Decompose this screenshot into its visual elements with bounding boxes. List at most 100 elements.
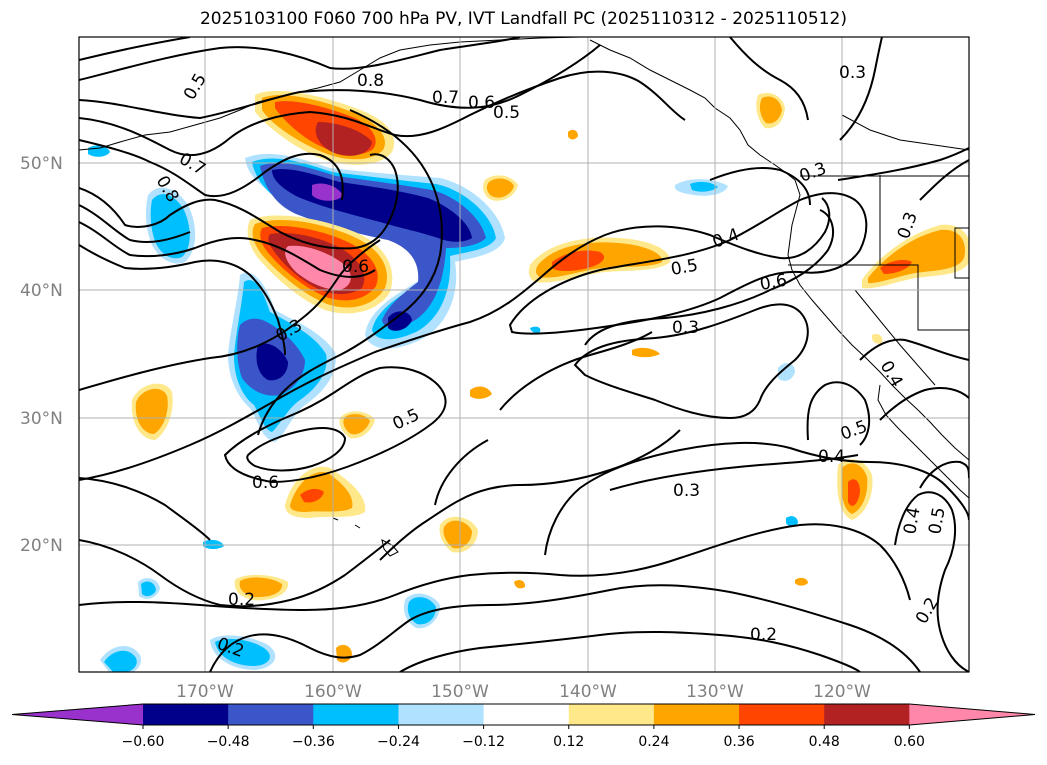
pv-positive-region	[514, 579, 526, 589]
contour-line	[573, 303, 809, 420]
contour-line	[79, 239, 381, 391]
colorbar-segment	[739, 704, 825, 725]
pv-negative-region	[256, 343, 288, 381]
baja-coastline	[877, 384, 969, 499]
contour-line	[434, 439, 489, 506]
colorbar-segment	[228, 704, 314, 725]
map-frame	[78, 36, 970, 673]
lon-label: 150°W	[431, 682, 489, 702]
pv-negative-region	[312, 183, 343, 201]
contour-label: 0.2	[228, 590, 255, 610]
contour-line	[709, 167, 811, 206]
colorbar-tick-label: 0.60	[894, 734, 925, 750]
contour-line	[79, 539, 391, 608]
contour-label: 0.5	[493, 103, 520, 123]
lon-label: 140°W	[559, 682, 617, 702]
contour-line	[729, 37, 809, 121]
contour-line	[499, 331, 653, 411]
colorbar-tick-label: 0.12	[553, 734, 584, 750]
colorbar-tick-label: 0.48	[809, 734, 840, 750]
map-content: 0.5 0.8 0.7 0.6 0.5 0.3 0.7 0.8 0.6 0.3 …	[79, 37, 969, 672]
pv-negative-region	[778, 363, 795, 381]
pv-positive-region	[880, 260, 912, 274]
coastline-bc	[589, 39, 969, 461]
pv-positive-region	[470, 386, 492, 399]
pv-positive-region	[300, 488, 324, 503]
contour-line	[246, 427, 347, 472]
pv-positive-region	[315, 122, 372, 156]
pv-positive-region	[135, 388, 168, 434]
pv-positive-region	[343, 414, 370, 435]
pv-positive-region	[552, 250, 605, 271]
lon-label: 130°W	[686, 682, 744, 702]
lat-label: 20°N	[20, 536, 63, 556]
colorbar-segment	[568, 704, 655, 725]
colorbar-tick-label: −0.12	[462, 734, 505, 750]
pv-positive-region	[443, 520, 472, 549]
state-border	[841, 114, 969, 151]
contour-line	[79, 204, 191, 243]
contour-label: 0.8	[357, 71, 384, 91]
contour-line	[859, 338, 969, 361]
contour-label: 0.3	[673, 481, 700, 501]
pv-negative-region	[141, 581, 156, 597]
contour-line	[894, 491, 969, 672]
lat-label: 40°N	[20, 281, 63, 301]
contour-line	[609, 454, 859, 491]
colorbar-segment	[398, 704, 485, 725]
pv-positive-region	[848, 479, 860, 506]
pv-positive-region	[759, 96, 782, 124]
pv-positive-region	[871, 333, 883, 344]
pv-negative-region	[150, 194, 190, 259]
colorbar-segment	[653, 704, 740, 725]
contour-line	[584, 209, 835, 346]
contour-label: 0.6	[468, 93, 495, 113]
contour-line	[79, 44, 601, 120]
state-border	[854, 289, 936, 386]
pv-negative-region	[530, 326, 541, 333]
contour-line	[209, 584, 921, 672]
lon-label: 160°W	[304, 682, 362, 702]
contour-label: 0.4	[818, 447, 845, 467]
contour-label: 0.6	[758, 271, 788, 295]
colorbar-tick-label: −0.48	[207, 734, 250, 750]
pv-positive-region	[486, 178, 514, 198]
pv-negative-region	[786, 516, 798, 527]
state-border	[954, 227, 969, 279]
contour-line	[806, 381, 871, 446]
contour-line	[79, 477, 211, 541]
contour-line	[79, 244, 286, 356]
contour-line	[544, 441, 969, 556]
colorbar-tick-label: −0.24	[377, 734, 420, 750]
contour-label: 0.6	[252, 473, 279, 493]
colorbar-tick-label: −0.60	[122, 734, 165, 750]
colorbar-segment	[143, 704, 229, 725]
contour-line	[879, 387, 969, 421]
ivt-contours	[79, 37, 969, 672]
colorbar-extension-max	[909, 704, 1035, 725]
longitude-labels: 170°W 160°W 150°W 140°W 130°W 120°W	[176, 682, 871, 702]
pv-fill-layer	[88, 90, 969, 672]
pv-positive-region	[632, 347, 660, 358]
map-background	[79, 37, 969, 672]
contour-line	[839, 37, 883, 141]
pv-positive-region	[239, 577, 283, 598]
contour-line	[837, 147, 969, 181]
contour-label: 0.5	[669, 256, 699, 280]
colorbar-extension-min	[12, 704, 143, 725]
colorbar-tick-label: −0.36	[292, 734, 335, 750]
contour-line	[79, 139, 344, 201]
contour-line	[399, 630, 861, 672]
contour-label: 0.5	[925, 506, 949, 536]
page-title: 2025103100 F060 700 hPa PV, IVT Landfall…	[199, 9, 847, 29]
pv-negative-region	[388, 311, 412, 331]
hawaii-islands	[332, 517, 399, 557]
contour-label: 0.6	[342, 257, 369, 277]
colorbar-segment	[313, 704, 399, 725]
contour-line	[79, 37, 191, 61]
contour-label: 0.3	[672, 318, 699, 338]
contour-label: 0.4	[900, 506, 924, 536]
latitude-labels: 50°N 40°N 30°N 20°N	[20, 154, 63, 556]
contour-label: 0.7	[432, 88, 459, 108]
lon-label: 170°W	[176, 682, 234, 702]
